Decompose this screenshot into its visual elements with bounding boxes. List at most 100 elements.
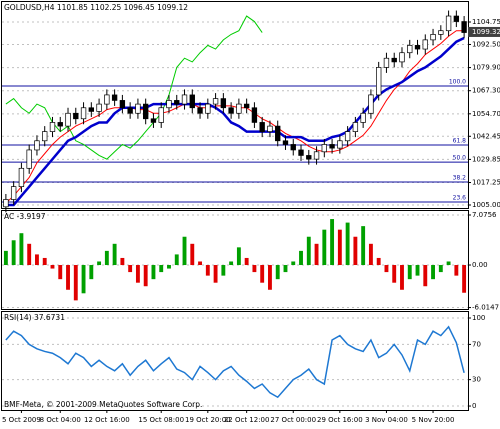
x-tick-label: 19 Oct 20:00 <box>185 416 231 424</box>
candle-body <box>220 98 227 109</box>
candle-body <box>18 167 25 187</box>
candle-body <box>26 149 32 169</box>
ac-bar <box>260 265 265 283</box>
candle-body <box>111 94 118 101</box>
candle-body <box>259 122 265 132</box>
ac-bar <box>3 250 8 266</box>
candle-body <box>453 15 460 22</box>
ac-bar <box>407 265 412 280</box>
x-tick-label: 22 Oct 12:00 <box>224 416 270 424</box>
ac-bar <box>27 243 32 266</box>
candle-body <box>80 107 87 120</box>
ac-bar <box>376 257 381 266</box>
ac-bar <box>236 247 241 266</box>
ac-bar <box>58 265 63 280</box>
ac-bar <box>190 243 195 266</box>
candle-body <box>34 140 40 151</box>
indicator-line <box>5 30 465 204</box>
ac-bar <box>462 265 467 293</box>
candle-body <box>344 131 351 142</box>
candle-body <box>212 98 219 105</box>
y-tick-label: -6.0147 <box>472 304 499 312</box>
y-tick-label: 100 <box>472 314 485 322</box>
candle-body <box>49 122 56 132</box>
ac-bar <box>275 265 280 280</box>
ac-bar <box>314 243 319 266</box>
candle-body <box>313 151 320 160</box>
candle-body <box>243 103 250 109</box>
ac-bar <box>283 265 288 273</box>
ac-bar <box>252 265 257 273</box>
ac-bar <box>128 265 133 273</box>
indicator-line <box>5 36 465 207</box>
y-tick-label: 1067.30 <box>472 87 500 95</box>
y-tick-label: 1079.90 <box>472 64 500 72</box>
candle-body <box>88 107 94 112</box>
ac-bar <box>400 265 404 290</box>
candle-body <box>10 186 17 200</box>
copyright: BMF-Meta, © 2001-2009 MetaQuotes Softwar… <box>4 400 202 409</box>
y-tick-label: 70 <box>472 340 481 348</box>
candle-body <box>391 57 397 63</box>
candle-body <box>360 112 366 123</box>
ac-bar <box>174 254 179 266</box>
ac-bar <box>11 240 16 266</box>
price-title: GOLDUSD,H4 1101.85 1102.25 1096.45 1099.… <box>4 3 188 12</box>
y-tick-label: 1005.00 <box>472 201 500 209</box>
ac-panel <box>1 210 469 310</box>
ac-bar <box>431 265 435 280</box>
rsi-line <box>5 325 465 399</box>
candle-body <box>73 112 79 120</box>
candle-body <box>65 112 71 127</box>
ac-bar <box>322 229 327 266</box>
y-tick-label: 1042.45 <box>472 132 500 140</box>
ac-bar <box>268 265 272 290</box>
ac-bar <box>19 233 24 266</box>
ac-bar <box>345 222 350 266</box>
ac-bar <box>384 265 389 273</box>
candle-body <box>96 103 102 112</box>
x-tick-label: 5 Nov 20:00 <box>412 416 455 424</box>
ac-bar <box>120 257 125 266</box>
candle-body <box>150 118 157 123</box>
ac-bar <box>423 265 428 287</box>
candle-body <box>414 45 421 50</box>
y-tick-label: 1054.70 <box>472 110 500 118</box>
candle-body <box>143 103 149 120</box>
candle-body <box>104 94 110 105</box>
ac-bar <box>104 250 109 266</box>
ac-bar <box>143 265 148 287</box>
y-tick-label: 1017.25 <box>472 179 500 187</box>
candle-body <box>306 155 312 160</box>
ac-bar <box>446 261 451 266</box>
candle-body <box>197 107 203 114</box>
y-tick-label: 1092.50 <box>472 40 500 48</box>
candle-body <box>383 57 390 68</box>
candle-body <box>321 144 327 153</box>
plot-layer: 1104.75 1092.50 1079.90 1067.30 1054.70 1042.… <box>2 10 500 424</box>
ac-bar <box>35 254 39 266</box>
ac-bar <box>198 261 202 266</box>
y-tick-label: 1029.85 <box>472 155 500 163</box>
ac-bar <box>213 265 218 283</box>
candle-body <box>422 39 428 50</box>
x-tick-label: 29 Oct 16:00 <box>317 416 363 424</box>
ac-bar <box>151 265 156 280</box>
candle-body <box>329 144 335 149</box>
candle-body <box>119 100 126 109</box>
x-tick-label: 8 Oct 04:00 <box>40 416 81 424</box>
ac-bar <box>50 265 55 269</box>
ac-bar <box>438 265 443 273</box>
candle-body <box>282 140 289 145</box>
candle-body <box>189 94 195 109</box>
fib-label: 23.6 <box>453 195 467 202</box>
ac-bar <box>361 226 366 266</box>
y-tick-label: 0 <box>472 402 476 410</box>
candle-body <box>267 125 273 132</box>
fib-label: 38.2 <box>453 175 467 182</box>
candle-body <box>461 21 467 33</box>
candle-body <box>407 45 413 54</box>
candle-body <box>275 125 281 142</box>
